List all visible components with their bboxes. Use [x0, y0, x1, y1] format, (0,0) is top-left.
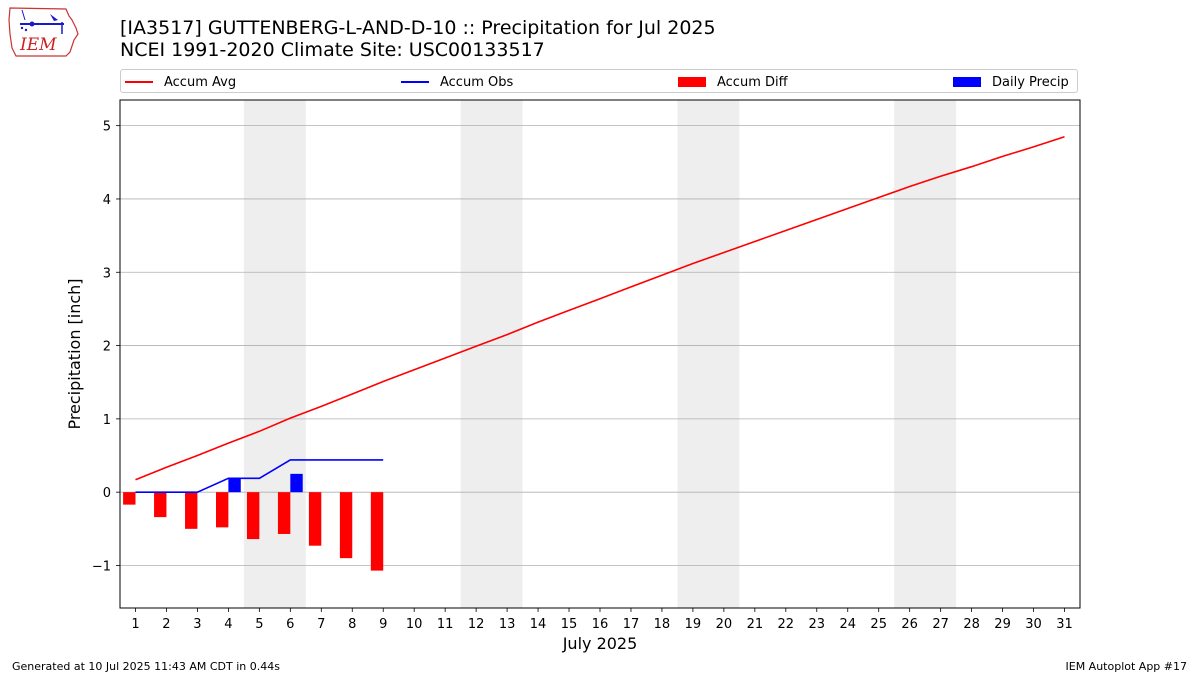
generated-timestamp: Generated at 10 Jul 2025 11:43 AM CDT in… [12, 660, 280, 673]
series-accum-avg-line [135, 135, 1065, 481]
y-tick-label: 5 [103, 120, 111, 135]
x-tick-label: 17 [623, 617, 640, 632]
y-tick-label: 0 [103, 486, 111, 501]
legend-label-accum-avg: Accum Avg [164, 74, 237, 90]
daily-precip-bar [228, 478, 241, 493]
accum-diff-bar [370, 492, 384, 571]
y-tick-label: 3 [103, 266, 111, 281]
plot-frame [119, 99, 1081, 609]
x-tick-label: 23 [809, 617, 826, 632]
accum-diff-bar [339, 492, 353, 559]
legend-item-accum-avg: Accum Avg [125, 70, 236, 94]
accum-diff-bar [154, 492, 167, 518]
x-tick-label: 14 [530, 617, 547, 632]
legend-item-daily-precip: Daily Precip [953, 70, 1069, 94]
daily-precip-bar [290, 473, 303, 493]
accum-diff-bar [308, 492, 322, 546]
y-tick-label: −1 [92, 559, 111, 574]
iem-logo: IEM [6, 4, 82, 60]
iowa-map-icon: IEM [8, 7, 79, 57]
y-tick-label: 1 [103, 413, 111, 428]
x-tick-label: 6 [286, 617, 294, 632]
legend-item-accum-obs: Accum Obs [401, 70, 513, 94]
legend-swatch-daily-precip [953, 77, 981, 87]
y-tick-label: 2 [103, 340, 111, 355]
legend-label-accum-diff: Accum Diff [717, 74, 788, 90]
x-tick-label: 12 [468, 617, 485, 632]
accum-diff-bar [185, 492, 198, 529]
legend-swatch-accum-obs [401, 81, 429, 83]
x-tick-label: 15 [561, 617, 578, 632]
x-tick-label: 28 [963, 617, 980, 632]
series-daily-precip [228, 473, 303, 493]
x-tick-label: 27 [932, 617, 949, 632]
accum-diff-bar [277, 492, 291, 534]
x-tick-label: 24 [839, 617, 856, 632]
x-tick-label: 7 [317, 617, 325, 632]
legend-swatch-accum-avg [125, 81, 153, 83]
x-tick-label: 26 [901, 617, 918, 632]
x-tick-label: 11 [437, 617, 454, 632]
x-tick-label: 4 [224, 617, 232, 632]
accum-diff-bar [246, 492, 260, 540]
x-tick-label: 9 [379, 617, 387, 632]
x-tick-label: 1 [131, 617, 139, 632]
x-tick-label: 10 [406, 617, 423, 632]
legend-swatch-accum-diff [678, 77, 706, 87]
accum-diff-bar [123, 492, 136, 505]
x-tick-label: 20 [716, 617, 733, 632]
x-tick-label: 18 [654, 617, 671, 632]
x-axis-label: July 2025 [562, 634, 638, 653]
chart-subtitle: NCEI 1991-2020 Climate Site: USC00133517 [120, 39, 545, 61]
x-tick-label: 8 [348, 617, 356, 632]
x-tick-label: 5 [255, 617, 263, 632]
x-tick-label: 2 [162, 617, 170, 632]
x-tick-label: 3 [193, 617, 201, 632]
autoplot-app-label: IEM Autoplot App #17 [1065, 660, 1188, 673]
x-tick-label: 16 [592, 617, 609, 632]
chart-title: [IA3517] GUTTENBERG-L-AND-D-10 :: Precip… [120, 17, 716, 39]
y-tick-label: 4 [103, 193, 111, 208]
legend-item-accum-diff: Accum Diff [678, 70, 788, 94]
x-tick-label: 22 [778, 617, 795, 632]
weekend-band-1 [460, 100, 523, 608]
weekend-band-2 [677, 100, 740, 608]
x-tick-label: 29 [994, 617, 1011, 632]
x-tick-label: 21 [747, 617, 764, 632]
x-tick-label: 31 [1056, 617, 1073, 632]
legend-label-daily-precip: Daily Precip [992, 74, 1069, 90]
chart-legend: Accum Avg Accum Obs Accum Diff Daily Pre… [120, 69, 1078, 93]
y-axis-label: Precipitation [inch] [65, 278, 84, 429]
series-accum-diff [123, 492, 384, 571]
accum-diff-bar [216, 492, 229, 528]
weekend-band-3 [894, 100, 957, 608]
logo-text: IEM [19, 35, 57, 55]
x-tick-label: 19 [685, 617, 702, 632]
legend-label-accum-obs: Accum Obs [440, 74, 514, 90]
x-tick-label: 30 [1025, 617, 1042, 632]
x-tick-label: 25 [870, 617, 887, 632]
x-tick-label: 13 [499, 617, 516, 632]
series-accum-obs-line [135, 459, 384, 494]
